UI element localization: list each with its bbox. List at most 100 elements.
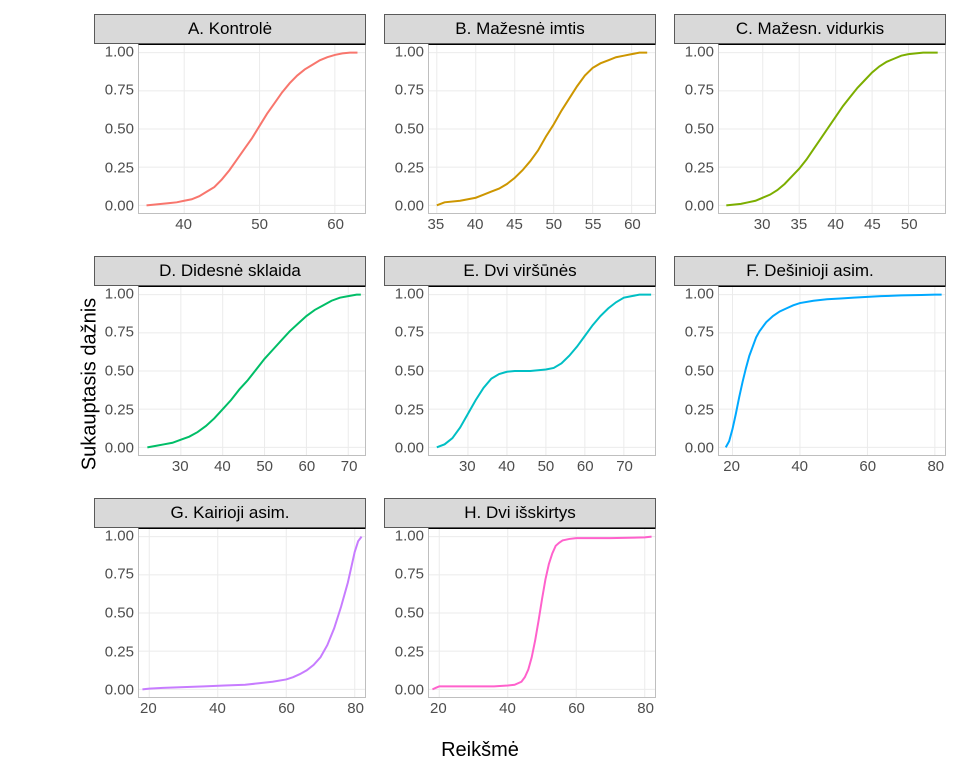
y-tick-label: 0.00 (105, 440, 134, 457)
x-tick-label: 20 (430, 700, 447, 717)
x-tick-label: 40 (499, 700, 516, 717)
panel-title: F. Dešinioji asim. (674, 256, 946, 286)
panel-H: H. Dvi išskirtys 0.00 0.25 0.50 0.75 1.00 20 40… (384, 498, 656, 722)
y-tick-label: 1.00 (685, 43, 714, 60)
x-tick-label: 35 (428, 216, 445, 233)
x-tick-label: 60 (278, 700, 295, 717)
y-tick-label: 0.75 (105, 324, 134, 341)
y-tick-label: 0.50 (685, 363, 714, 380)
y-tick-label: 0.25 (395, 643, 424, 660)
y-tick-label: 1.00 (395, 43, 424, 60)
plot-area (428, 44, 656, 214)
x-tick-row: 20406080 (428, 698, 656, 722)
y-tick-label: 0.50 (395, 605, 424, 622)
x-tick-label: 80 (927, 458, 944, 475)
y-tick-label: 0.75 (105, 566, 134, 583)
y-tick-label: 0.50 (685, 121, 714, 138)
y-tick-label: 0.25 (105, 643, 134, 660)
x-tick-label: 60 (299, 458, 316, 475)
x-tick-label: 50 (545, 216, 562, 233)
panel-D: D. Didesnė sklaida0.000.250.500.751.0030… (94, 256, 366, 480)
panel-title: A. Kontrolė (94, 14, 366, 44)
x-tick-label: 40 (791, 458, 808, 475)
x-tick-label: 40 (827, 216, 844, 233)
y-tick-column: 0.000.250.500.751.00 (94, 44, 138, 238)
panel-A: A. Kontrolė0.000.250.500.751.00405060 (94, 14, 366, 238)
plot-area (428, 528, 656, 698)
y-tick-label: 0.75 (395, 566, 424, 583)
x-tick-label: 45 (506, 216, 523, 233)
x-tick-row: 20406080 (718, 456, 946, 480)
y-tick-label: 0.50 (105, 363, 134, 380)
x-tick-label: 60 (577, 458, 594, 475)
x-tick-row: 405060 (138, 214, 366, 238)
x-tick-label: 80 (347, 700, 364, 717)
panel-E: E. Dvi viršūnės 0.00 0.25 0.50 0.75 1.00 30 40 5… (384, 256, 656, 480)
x-tick-label: 45 (864, 216, 881, 233)
x-tick-row: 20 40 60 80 (138, 698, 366, 722)
y-tick-column: 0.00 0.25 0.50 0.75 1.00 (674, 286, 718, 480)
x-tick-label: 40 (498, 458, 515, 475)
y-tick-label: 0.00 (395, 440, 424, 457)
y-tick-label: 0.50 (395, 363, 424, 380)
y-tick-label: 1.00 (105, 527, 134, 544)
x-tick-row: 354045505560 (428, 214, 656, 238)
y-tick-column: 0.00 0.25 0.50 0.75 1.00 (384, 528, 428, 722)
y-tick-label: 0.25 (685, 159, 714, 176)
x-tick-label: 70 (341, 458, 358, 475)
x-tick-label: 55 (585, 216, 602, 233)
x-tick-label: 40 (214, 458, 231, 475)
y-tick-label: 0.00 (395, 198, 424, 215)
empty-panel (674, 498, 946, 722)
y-tick-column: 0.00 0.25 0.50 0.75 1.00 (384, 286, 428, 480)
x-tick-label: 35 (791, 216, 808, 233)
panel-title: C. Mažesn. vidurkis (674, 14, 946, 44)
x-tick-label: 50 (538, 458, 555, 475)
y-tick-column: 0.00 0.25 0.50 0.75 1.00 (674, 44, 718, 238)
x-tick-label: 30 (754, 216, 771, 233)
x-tick-row: 3035404550 (718, 214, 946, 238)
panel-title: B. Mažesnė imtis (384, 14, 656, 44)
y-tick-label: 0.00 (105, 198, 134, 215)
y-tick-label: 0.00 (395, 682, 424, 699)
y-tick-label: 0.75 (105, 82, 134, 99)
x-tick-label: 60 (327, 216, 344, 233)
panel-C: C. Mažesn. vidurkis 0.00 0.25 0.50 0.75 1.00 3… (674, 14, 946, 238)
x-tick-label: 20 (140, 700, 157, 717)
x-tick-label: 50 (251, 216, 268, 233)
x-tick-label: 70 (616, 458, 633, 475)
panel-B: B. Mažesnė imtis 0.00 0.25 0.50 0.75 1.00 35 40… (384, 14, 656, 238)
plot-area (428, 286, 656, 456)
y-tick-column: 0.000.250.500.751.00 (94, 286, 138, 480)
y-tick-label: 0.25 (685, 401, 714, 418)
y-tick-label: 0.00 (685, 440, 714, 457)
figure: Sukauptasis dažnis A. Kontrolė0.000.250.… (0, 0, 960, 768)
y-tick-label: 0.75 (395, 324, 424, 341)
panel-title: H. Dvi išskirtys (384, 498, 656, 528)
plot-area (138, 44, 366, 214)
x-tick-label: 20 (723, 458, 740, 475)
x-tick-label: 30 (459, 458, 476, 475)
y-tick-label: 0.50 (105, 605, 134, 622)
y-tick-label: 0.50 (395, 121, 424, 138)
y-tick-label: 1.00 (685, 285, 714, 302)
y-tick-column: 0.000.250.500.751.00 (94, 528, 138, 722)
y-tick-label: 1.00 (395, 285, 424, 302)
y-tick-label: 0.75 (395, 82, 424, 99)
plot-area (138, 286, 366, 456)
y-tick-label: 0.25 (395, 159, 424, 176)
facet-grid: A. Kontrolė 0.00 0.25 0.50 0.75 1.00 40 50 60 B. … (94, 14, 946, 722)
x-tick-label: 40 (467, 216, 484, 233)
panel-title: E. Dvi viršūnės (384, 256, 656, 286)
y-tick-label: 0.50 (105, 121, 134, 138)
x-tick-label: 60 (568, 700, 585, 717)
y-tick-label: 0.00 (685, 198, 714, 215)
panel-title: D. Didesnė sklaida (94, 256, 366, 286)
y-tick-label: 1.00 (105, 43, 134, 60)
y-tick-label: 0.25 (395, 401, 424, 418)
y-tick-label: 0.75 (685, 324, 714, 341)
y-tick-label: 1.00 (395, 527, 424, 544)
x-tick-label: 50 (256, 458, 273, 475)
y-tick-label: 0.75 (685, 82, 714, 99)
x-tick-label: 40 (209, 700, 226, 717)
